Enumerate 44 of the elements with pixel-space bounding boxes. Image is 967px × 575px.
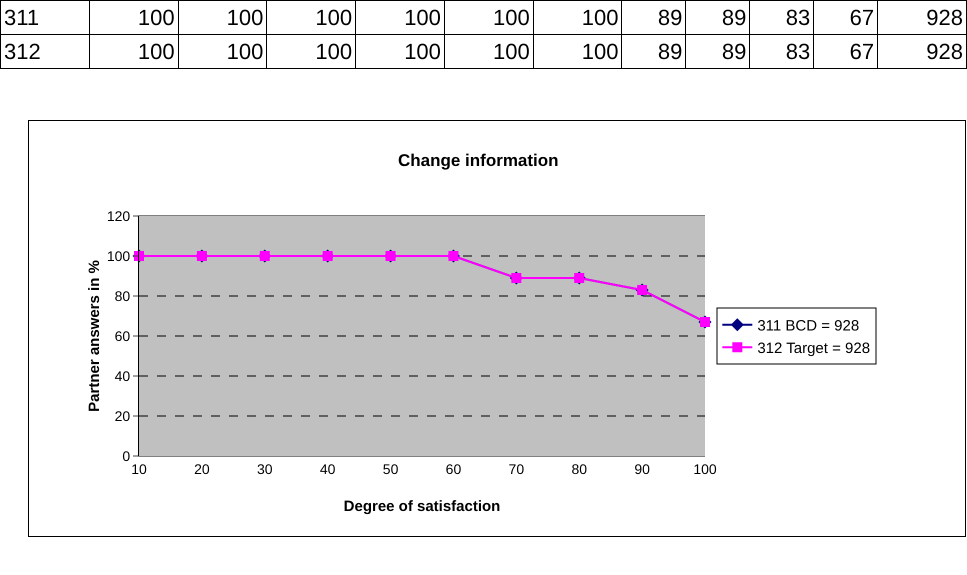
text: 311 xyxy=(0,0,90,34)
y-tick-label: 120 xyxy=(106,208,130,224)
text: 83 xyxy=(750,0,814,34)
text: 89 xyxy=(622,0,686,34)
text: 100 xyxy=(178,0,267,34)
text: 89 xyxy=(686,34,750,68)
x-tick-label: 20 xyxy=(194,460,210,477)
text: 100 xyxy=(356,34,444,68)
text: 100 xyxy=(266,34,356,68)
x-tick-label: 50 xyxy=(382,460,399,477)
y-tick-label: 0 xyxy=(122,448,130,464)
text: 928 xyxy=(878,34,966,68)
y-tick-label: 40 xyxy=(114,368,130,384)
text: 83 xyxy=(750,34,814,68)
x-tick-label: 90 xyxy=(634,460,650,477)
y-tick-label: 80 xyxy=(114,288,130,304)
x-tick-label: 10 xyxy=(131,460,147,477)
y-tick-label: 20 xyxy=(114,408,130,424)
legend-label: 311 BCD = 928 xyxy=(757,318,860,335)
text: 100 xyxy=(178,34,267,68)
text: 67 xyxy=(814,0,878,34)
text: 100 xyxy=(444,34,534,68)
legend-label: 312 Target = 928 xyxy=(757,340,870,358)
y-tick-label: 60 xyxy=(114,328,130,344)
x-tick-label: 60 xyxy=(446,460,462,477)
text: 100 xyxy=(356,0,444,34)
y-tick-label: 100 xyxy=(106,248,130,264)
x-tick-label: 100 xyxy=(693,460,717,477)
chart-title: Change information xyxy=(398,151,559,170)
text: 100 xyxy=(266,0,356,34)
text: 312 xyxy=(0,34,90,68)
x-tick-label: 30 xyxy=(256,460,273,477)
text: 100 xyxy=(533,0,622,34)
x-tick-label: 70 xyxy=(508,460,524,477)
text: 89 xyxy=(622,34,686,68)
text: 928 xyxy=(878,0,966,34)
text: 100 xyxy=(533,34,622,68)
x-axis-title: Degree of satisfaction xyxy=(344,498,500,515)
x-tick-label: 40 xyxy=(320,460,336,477)
text: 89 xyxy=(686,0,750,34)
text: 100 xyxy=(444,0,534,34)
y-axis-title: Partner answers in % xyxy=(86,260,103,412)
text: 67 xyxy=(814,34,878,68)
x-tick-label: 80 xyxy=(571,460,588,477)
